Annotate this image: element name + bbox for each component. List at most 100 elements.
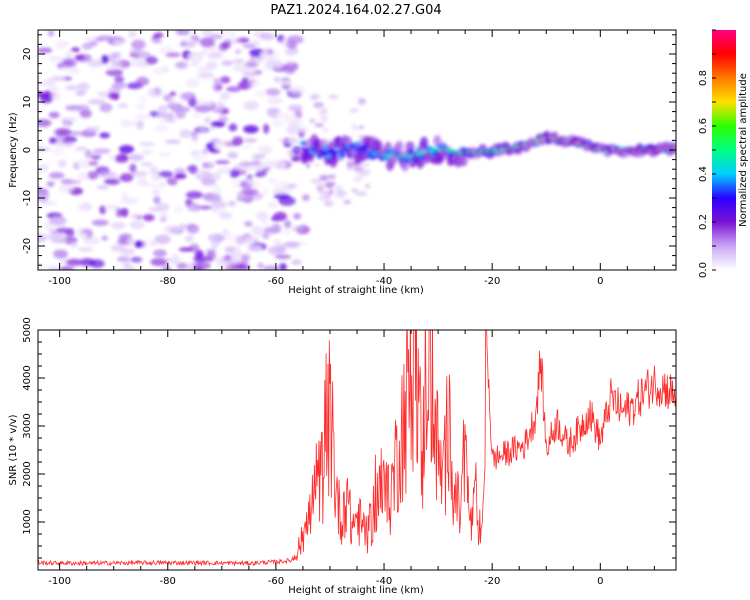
noise-blob: [130, 170, 148, 178]
track-blob: [433, 135, 442, 147]
noise-blob: [57, 266, 75, 270]
colorbar-tick-label: 0.8: [698, 70, 709, 86]
noise-blob: [179, 129, 192, 139]
noise-blob: [217, 116, 229, 123]
noise-blob: [175, 61, 187, 69]
noise-blob: [72, 66, 79, 76]
noise-blob: [316, 183, 327, 188]
colorbar-tick-label: 0.4: [698, 166, 709, 182]
noise-blob: [288, 84, 306, 94]
noise-blob: [220, 91, 231, 101]
noise-blob: [246, 244, 263, 252]
noise-blob: [188, 164, 198, 175]
noise-blob: [265, 59, 283, 69]
noise-blob: [242, 43, 257, 49]
noise-blob: [301, 194, 310, 201]
noise-blob: [233, 63, 248, 73]
noise-blob: [286, 39, 297, 50]
noise-blob: [207, 51, 224, 59]
noise-blob: [202, 30, 213, 37]
noise-blob: [139, 95, 148, 103]
noise-blob: [273, 76, 281, 83]
noise-blob: [271, 119, 285, 128]
noise-blob: [210, 240, 219, 250]
noise-blob: [178, 247, 194, 252]
noise-blob: [38, 147, 51, 152]
noise-blob: [358, 125, 364, 130]
noise-blob: [239, 161, 255, 167]
noise-blob: [164, 139, 182, 144]
noise-blob: [175, 111, 186, 119]
noise-blob: [70, 242, 78, 248]
noise-blob: [120, 119, 133, 128]
track-blob: [339, 152, 346, 158]
noise-blob: [103, 178, 121, 185]
noise-blob: [69, 131, 83, 136]
noise-blob: [86, 171, 99, 180]
noise-blob: [99, 171, 118, 179]
noise-blob: [171, 253, 180, 262]
noise-blob: [84, 149, 93, 159]
x-tick-label: -40: [376, 576, 392, 587]
noise-blob: [81, 42, 94, 50]
noise-blob: [266, 107, 281, 115]
spectrogram-image: [38, 30, 676, 270]
noise-blob: [241, 145, 252, 150]
noise-blob: [349, 108, 359, 113]
noise-blob: [221, 60, 234, 66]
noise-blob: [221, 229, 230, 235]
noise-blob: [157, 112, 164, 122]
x-tick-label: -40: [376, 276, 392, 287]
noise-blob: [211, 201, 227, 209]
noise-blob: [155, 124, 169, 132]
noise-blob: [153, 196, 161, 205]
y-tick-label: 0: [22, 147, 33, 153]
noise-blob: [262, 186, 270, 196]
noise-blob: [159, 213, 169, 220]
noise-blob: [257, 262, 264, 269]
noise-blob: [79, 109, 92, 119]
noise-blob: [75, 90, 86, 97]
noise-blob: [287, 136, 299, 145]
noise-blob: [154, 234, 171, 245]
noise-blob: [70, 47, 81, 53]
noise-blob: [175, 30, 190, 36]
noise-blob: [164, 224, 182, 235]
noise-blob: [87, 99, 106, 105]
colorbar-tick-label: 0.2: [698, 214, 709, 230]
noise-blob: [298, 126, 308, 134]
noise-blob: [272, 188, 285, 195]
noise-blob: [189, 54, 204, 65]
noise-blob: [284, 220, 292, 229]
noise-blob: [49, 92, 61, 100]
noise-blob: [206, 61, 218, 69]
noise-blob: [145, 56, 158, 65]
noise-blob: [200, 49, 207, 56]
noise-blob: [51, 238, 67, 244]
noise-blob: [246, 178, 255, 185]
noise-blob: [274, 254, 292, 260]
y-tick-label: 1000: [22, 509, 33, 534]
noise-blob: [328, 189, 334, 195]
noise-blob: [244, 137, 258, 143]
noise-blob: [77, 172, 89, 181]
noise-blob: [203, 116, 212, 125]
noise-blob: [359, 168, 372, 176]
noise-blob: [351, 188, 358, 193]
noise-blob: [157, 104, 168, 115]
spectrogram-xlabel: Height of straight line (km): [288, 285, 424, 296]
y-tick-label: -10: [22, 190, 33, 206]
noise-blob: [185, 191, 204, 199]
noise-blob: [121, 191, 129, 200]
snr-panel: -100 -80 -60 -40 -20 0 1000 2000 3000 4000 5000 H…: [8, 317, 677, 596]
noise-blob: [65, 84, 78, 91]
noise-blob: [79, 232, 88, 239]
noise-blob: [210, 172, 222, 181]
spectrogram-x-tick-labels: -100 -80 -60 -40 -20 0: [48, 276, 603, 287]
noise-blob: [51, 148, 65, 156]
noise-blob: [154, 32, 164, 39]
noise-blob: [291, 225, 304, 232]
noise-blob: [273, 193, 291, 200]
noise-blob: [111, 61, 124, 67]
